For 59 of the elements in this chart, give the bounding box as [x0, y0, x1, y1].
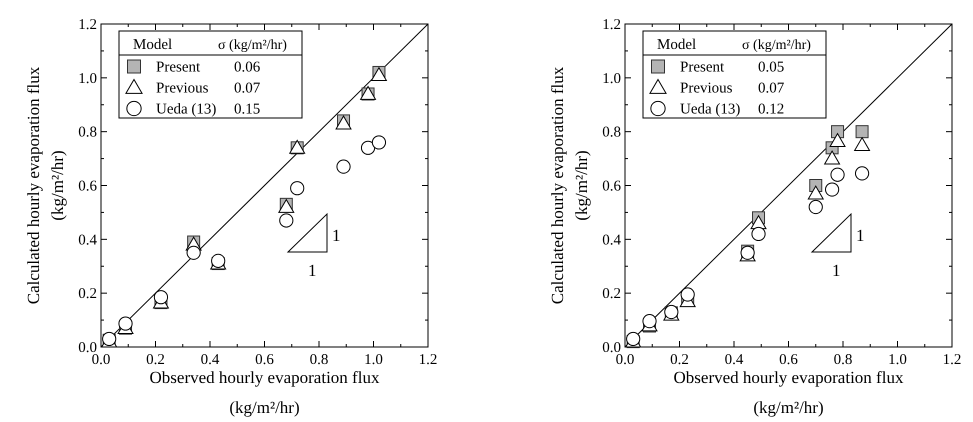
y-tick-label: 1.0 — [78, 70, 97, 87]
point — [371, 67, 387, 82]
annotation: 0.12 — [758, 102, 784, 118]
y-tick-label: 0.2 — [602, 286, 621, 302]
point — [642, 314, 657, 328]
x-tick-label: 0.0 — [616, 352, 634, 368]
annotation: 1 — [308, 261, 316, 280]
annotation: 0.06 — [234, 60, 261, 76]
x-tick-label: 0.6 — [779, 352, 798, 368]
legend-label: Previous — [156, 80, 209, 96]
y-tick-label: 0.4 — [78, 232, 98, 248]
x-axis-title: Observed hourly evaporation flux (kg/m²/hr) — [150, 368, 380, 417]
annotation: 1 — [856, 226, 864, 245]
x-tick-label: 1.0 — [888, 352, 907, 368]
annotation: 0.07 — [758, 80, 785, 96]
y-tick-label: 0.2 — [78, 286, 97, 302]
point — [154, 290, 168, 304]
legend-label: Ueda (13) — [156, 102, 216, 118]
y-axis-title: Calculated hourly evaporation flux (kg/m²/hr) — [548, 66, 591, 304]
annotation: σ (kg/m²/hr) — [218, 38, 288, 53]
point — [830, 133, 846, 147]
annotation: 1 — [832, 261, 840, 280]
point — [680, 287, 695, 302]
x-tick-label: 0.8 — [310, 352, 328, 368]
legend-label: Previous — [680, 80, 733, 96]
legend-title: Model — [657, 37, 696, 53]
y-tick-label: 1.0 — [602, 70, 621, 87]
x-tick-label: 0.2 — [146, 352, 165, 368]
y-axis-title: Calculated hourly evaporation flux (kg/m²/hr) — [24, 66, 67, 304]
y-tick-label: 1.2 — [78, 17, 97, 33]
y-tick-label: 1.2 — [602, 17, 621, 33]
x-tick-label: 0.6 — [255, 352, 274, 368]
legend-label: Present — [156, 60, 201, 76]
x-tick-label: 1.2 — [942, 352, 962, 368]
annotation: 0.07 — [234, 80, 261, 96]
y-tick-label: 0.6 — [602, 178, 622, 194]
annotation: 0.05 — [758, 60, 784, 76]
annotation: σ (kg/m²/hr) — [742, 38, 812, 53]
legend-label: Ueda (13) — [680, 102, 740, 118]
y-tick-label: 0.8 — [602, 124, 621, 141]
point — [118, 316, 133, 331]
x-tick-label: 0.4 — [200, 352, 220, 368]
x-tick-label: 1.2 — [418, 352, 438, 368]
y-tick-label: 0.6 — [78, 178, 98, 194]
x-tick-label: 0.8 — [834, 352, 852, 368]
annotation: 0.15 — [234, 102, 260, 118]
legend-title: Model — [133, 37, 172, 53]
x-tick-label: 0.4 — [724, 352, 744, 368]
x-axis-title: Observed hourly evaporation flux (kg/m²/hr) — [674, 368, 904, 417]
point — [856, 125, 869, 138]
y-tick-label: 0.8 — [78, 124, 97, 141]
x-tick-label: 1.0 — [364, 352, 383, 368]
x-tick-label: 0.2 — [670, 352, 689, 368]
annotation: 1 — [332, 226, 340, 245]
point — [186, 246, 201, 260]
legend-label: Present — [680, 60, 725, 76]
point — [831, 125, 844, 138]
x-tick-label: 0.0 — [92, 352, 110, 368]
y-tick-label: 0.4 — [602, 232, 622, 248]
